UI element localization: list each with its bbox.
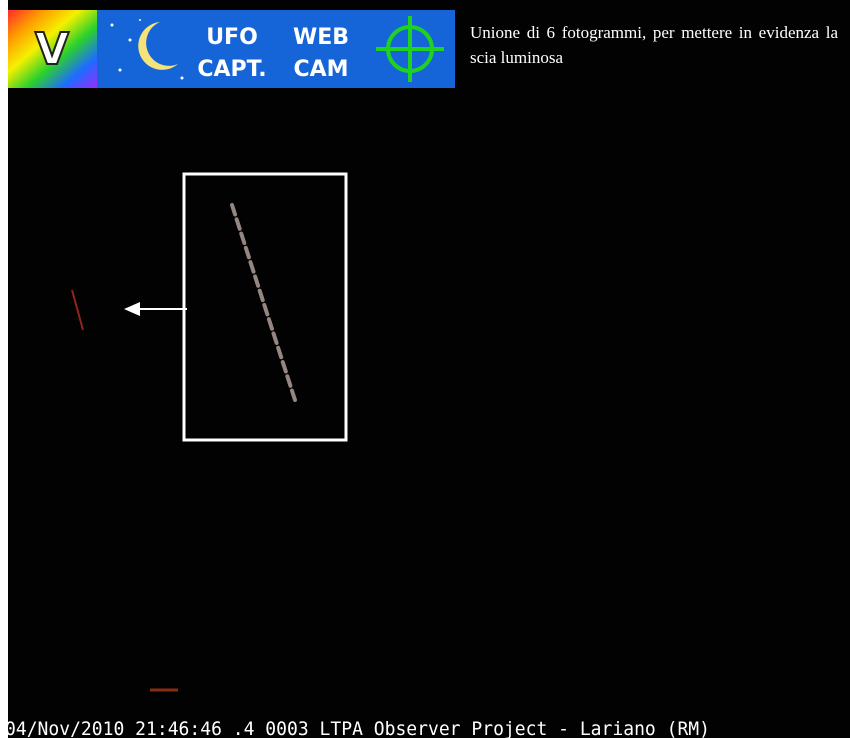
left-border <box>0 0 8 738</box>
image: V UFO CAPT. WEB CAM 04/Nov/2010 21:46:46… <box>0 0 850 738</box>
screenshot: V UFO CAPT. WEB CAM 04/Nov/2010 21:46:46… <box>0 0 850 738</box>
logo-v: V <box>35 24 69 75</box>
caption: Unione di 6 fotogrammi, per mettere in e… <box>470 20 838 70</box>
faint-trail <box>72 290 83 330</box>
logo-cam: CAM <box>293 57 348 82</box>
light-trail <box>232 205 295 400</box>
logo-capt: CAPT. <box>197 57 266 82</box>
logo-ufo: UFO <box>206 25 258 50</box>
arrow-head <box>124 302 140 316</box>
logo-web: WEB <box>293 25 349 50</box>
timestamp: 04/Nov/2010 21:46:46 .4 0003 LTPA Observ… <box>5 718 710 738</box>
